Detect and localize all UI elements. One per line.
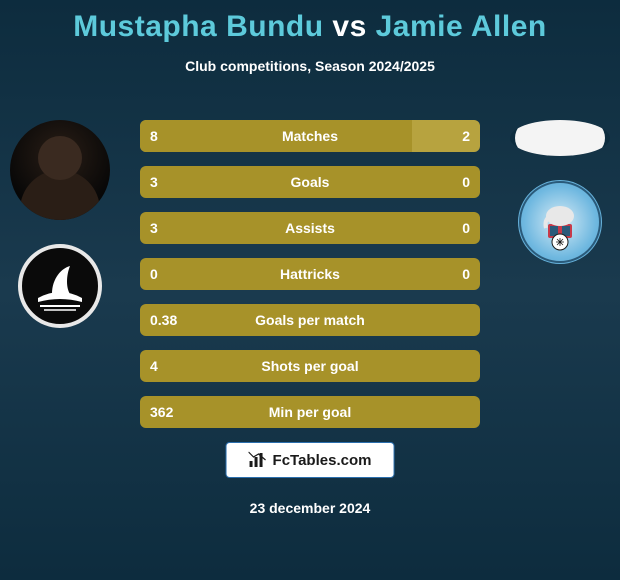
title-vs: vs (332, 10, 366, 43)
player2-avatar (510, 120, 610, 156)
player2-club-badge (518, 180, 602, 264)
stat-row: 8Matches2 (140, 120, 480, 152)
footer-date: 23 december 2024 (0, 500, 620, 516)
avatar-placeholder-icon (510, 120, 610, 156)
ship-icon (32, 258, 88, 314)
stat-label: Assists (140, 220, 480, 236)
footer-site-text: FcTables.com (273, 452, 372, 469)
stat-row: 0.38Goals per match (140, 304, 480, 336)
title: Mustapha Bundu vs Jamie Allen (0, 0, 620, 44)
stat-value-right: 2 (462, 128, 470, 144)
stat-label: Goals (140, 174, 480, 190)
footer-site-badge: FcTables.com (226, 442, 395, 478)
stat-label: Hattricks (140, 266, 480, 282)
stat-label: Shots per goal (140, 358, 480, 374)
comparison-card: Mustapha Bundu vs Jamie Allen Club compe… (0, 0, 620, 580)
stat-label: Min per goal (140, 404, 480, 420)
stat-value-right: 0 (462, 220, 470, 236)
stat-label: Matches (140, 128, 480, 144)
avatar-placeholder-icon (10, 120, 110, 220)
stat-value-right: 0 (462, 266, 470, 282)
title-player2: Jamie Allen (376, 10, 547, 43)
barchart-icon (249, 451, 267, 469)
elephant-crest-icon (518, 180, 602, 264)
player1-club-badge (18, 244, 102, 328)
stat-row: 3Goals0 (140, 166, 480, 198)
stat-row: 0Hattricks0 (140, 258, 480, 290)
stat-value-right: 0 (462, 174, 470, 190)
stat-row: 4Shots per goal (140, 350, 480, 382)
title-player1: Mustapha Bundu (73, 10, 323, 43)
player1-avatar (10, 120, 110, 220)
subtitle: Club competitions, Season 2024/2025 (0, 58, 620, 74)
stat-row: 3Assists0 (140, 212, 480, 244)
left-column (10, 120, 110, 328)
stats-bars: 8Matches23Goals03Assists00Hattricks00.38… (140, 120, 480, 428)
right-column (510, 120, 610, 264)
stat-row: 362Min per goal (140, 396, 480, 428)
stat-label: Goals per match (140, 312, 480, 328)
